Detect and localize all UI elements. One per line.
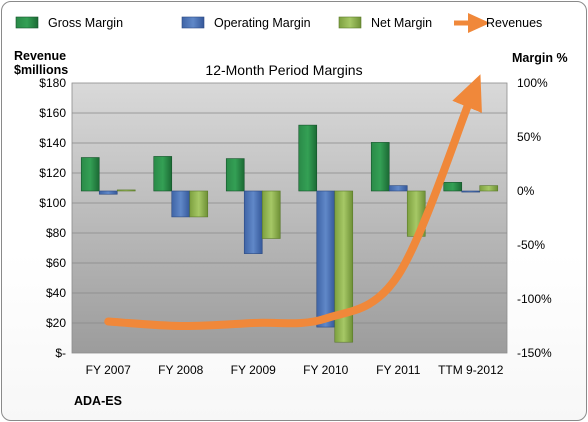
x-tick-label: FY 2011 [376, 363, 421, 377]
x-tick-label: FY 2009 [231, 363, 276, 377]
left-axis-label: Revenue [14, 49, 66, 63]
right-axis-label: Margin % [512, 51, 568, 65]
left-tick-label: $80 [46, 226, 66, 240]
revenue-series [104, 74, 482, 331]
bar-operating-margin [388, 185, 408, 192]
left-axis-ticks: $- $20 $40 $60 $80 $100 $120 $140 $160 $180 [39, 76, 66, 360]
left-tick-label: $120 [39, 166, 66, 180]
legend-label-net-margin: Net Margin [371, 16, 432, 30]
left-axis-unit-label: $millions [14, 63, 68, 77]
right-tick-label: -50% [517, 238, 545, 252]
x-tick-label: TTM 9-2012 [438, 363, 504, 377]
bar-operating-margin [316, 190, 336, 328]
legend-swatch-operating-margin [181, 16, 205, 29]
right-tick-label: -100% [517, 292, 552, 306]
bar-gross-margin [225, 158, 245, 192]
bar-operating-margin [243, 190, 263, 254]
bar-gross-margin [370, 142, 390, 192]
bar-net-margin [189, 190, 209, 218]
legend-label-operating-margin: Operating Margin [214, 16, 311, 30]
bar-gross-margin [80, 157, 100, 192]
x-tick-label: FY 2007 [86, 363, 131, 377]
x-tick-label: FY 2010 [303, 363, 348, 377]
revenue-line [104, 74, 482, 331]
x-axis-ticks: FY 2007 FY 2008 FY 2009 FY 2010 FY 2011 TTM 9… [86, 363, 504, 377]
bar-operating-margin [98, 190, 118, 195]
bar-operating-margin [171, 190, 191, 218]
company-label: ADA-ES [74, 394, 122, 408]
left-tick-label: $180 [39, 76, 66, 90]
legend-swatch-net-margin [338, 16, 362, 29]
bar-gross-margin [443, 182, 463, 192]
right-tick-label: -150% [517, 346, 552, 360]
bar-gross-margin [153, 156, 173, 192]
bar-series [80, 124, 499, 343]
chart-legend: Gross Margin Operating Margin Net Margin Re… [15, 13, 542, 33]
bar-gross-margin [298, 124, 318, 192]
legend-label-gross-margin: Gross Margin [48, 16, 123, 30]
legend-swatch-gross-margin [15, 16, 39, 29]
chart-title: 12-Month Period Margins [205, 62, 362, 78]
right-tick-label: 0% [517, 184, 535, 198]
bar-operating-margin [461, 190, 481, 193]
left-tick-label: $60 [46, 256, 66, 270]
bar-net-margin [116, 189, 136, 192]
left-tick-label: $140 [39, 136, 66, 150]
x-tick-label: FY 2008 [158, 363, 203, 377]
right-tick-label: 50% [517, 130, 541, 144]
left-tick-label: $100 [39, 196, 66, 210]
left-tick-label: $20 [46, 316, 66, 330]
right-tick-label: 100% [517, 76, 548, 90]
left-tick-label: $40 [46, 286, 66, 300]
left-tick-label: $- [55, 346, 66, 360]
bar-net-margin [334, 190, 354, 343]
plot-area [71, 82, 508, 354]
left-tick-label: $160 [39, 106, 66, 120]
bar-net-margin [479, 185, 499, 192]
legend-label-revenues: Revenues [486, 16, 542, 30]
bar-net-margin [261, 190, 281, 239]
right-axis-ticks: -150% -100% -50% 0% 50% 100% [517, 76, 552, 360]
